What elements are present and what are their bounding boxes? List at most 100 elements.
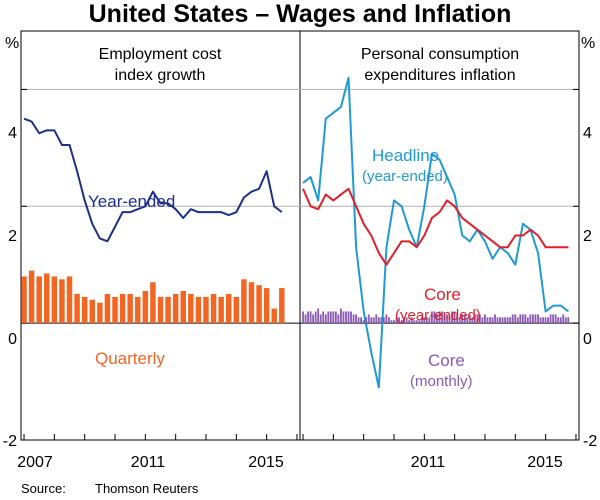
quarterly-bar [28,270,35,324]
core-monthly-bar [476,314,479,324]
quarterly-bar [142,291,149,324]
quarterly-bar [59,279,65,324]
core-monthly-bar [425,317,428,324]
core-monthly-bar [506,317,509,324]
quarterly-bar [81,296,88,324]
core-monthly-bar [415,320,418,324]
year-ended-line [23,117,283,243]
core-monthly-bar [377,317,380,324]
core-monthly-bar [317,308,320,324]
core-monthly-bar [544,317,547,324]
quarterly-bar [233,296,240,324]
core-monthly-bar [499,317,501,324]
core-monthly-bar [319,314,322,324]
core-monthly-bar [562,314,565,324]
source-label: Source: [21,481,66,496]
core-monthly-bar [403,317,405,324]
core-monthly-bar [423,317,426,324]
quarterly-bar [135,296,141,324]
core-monthly-bar [418,320,421,324]
core-monthly-bar [395,317,398,324]
core-monthly-bar [463,314,466,324]
core-monthly-bar [436,314,438,324]
core-monthly-bar [428,317,431,324]
x-tick-label: 2015 [248,454,284,471]
core-monthly-bar [410,317,413,324]
left-panel-title-line2: index growth [115,67,206,84]
chart-title: United States – Wages and Inflation [89,0,512,28]
core-monthly-bar [362,320,365,324]
core-monthly-bar [537,314,539,324]
quarterly-bar [51,276,58,324]
quarterly-bar [66,276,73,324]
core-line [302,187,569,266]
core-monthly-bar [468,314,471,324]
core-monthly-bar [484,314,486,324]
core-monthly-label: Core [428,351,465,370]
core-monthly-bar [539,317,542,324]
core-monthly-bar [491,317,494,324]
right-panel-title-line1: Personal consumption [361,46,519,63]
quarterly-bar [127,293,133,324]
core-monthly-bar [516,317,519,324]
chart-marks [21,76,570,389]
core-monthly-bar [489,317,491,324]
quarterly-bar [172,293,179,324]
quarterly-bar [241,279,247,324]
quarterly-bar [226,293,232,324]
core-monthly-bar [352,314,355,324]
core-monthly-bar [466,317,469,324]
quarterly-bar [195,296,202,324]
core-monthly-bar [309,311,312,324]
core-monthly-bar [357,317,360,324]
quarterly-bar [119,293,126,324]
quarterly-bar [271,308,277,324]
core-monthly-bar [302,311,304,324]
y-tick-label-right: 2 [583,228,592,245]
core-monthly-bar [478,314,481,324]
y-tick-label-left: 2 [8,228,17,245]
core-monthly-bar [549,314,552,324]
x-tick-label: 2015 [527,454,563,471]
core-monthly-bar [413,320,416,324]
core-monthly-bar [438,311,441,324]
y-tick-label-right: 4 [583,125,592,142]
core-monthly-bar [347,311,350,324]
core-monthly-bar [393,320,395,324]
x-tick-label: 2011 [411,454,446,471]
core-monthly-bar [552,314,555,324]
core-monthly-bar [375,314,378,324]
core-sublabel: (year-ended) [395,307,481,324]
quarterly-bar [157,296,164,324]
year-ended-label: Year-ended [88,192,175,211]
y-tick-label-left: 4 [8,125,17,142]
headline-label: Headline [372,146,439,165]
core-monthly-bar [511,314,514,324]
core-monthly-bar [382,317,385,324]
core-monthly-bar [329,311,332,324]
y-tick-label-right: 0 [583,331,592,348]
core-monthly-sublabel: (monthly) [410,373,473,390]
core-monthly-bar [312,314,315,324]
core-monthly-bar [526,317,529,324]
quarterly-bar [150,282,156,324]
core-monthly-bar [405,317,408,324]
right-unit-label: % [581,35,595,52]
core-monthly-bar [557,317,560,324]
core-monthly-bar [567,317,570,324]
core-monthly-bar [314,311,317,324]
left-panel-title-line1: Employment cost [99,46,222,63]
core-monthly-bar [327,311,330,324]
core-monthly-bar [372,317,375,324]
core-monthly-bar [398,317,400,324]
core-monthly-bar [456,314,459,324]
headline-line [302,76,570,389]
core-monthly-bar [448,314,451,324]
core-monthly-bar [496,317,499,324]
core-monthly-bar [473,314,476,324]
core-monthly-bar [390,320,393,324]
y-tick-label-left: -2 [3,433,17,450]
core-monthly-bar [388,317,390,324]
core-monthly-bar [481,317,484,324]
x-tick-label: 2011 [131,454,166,471]
